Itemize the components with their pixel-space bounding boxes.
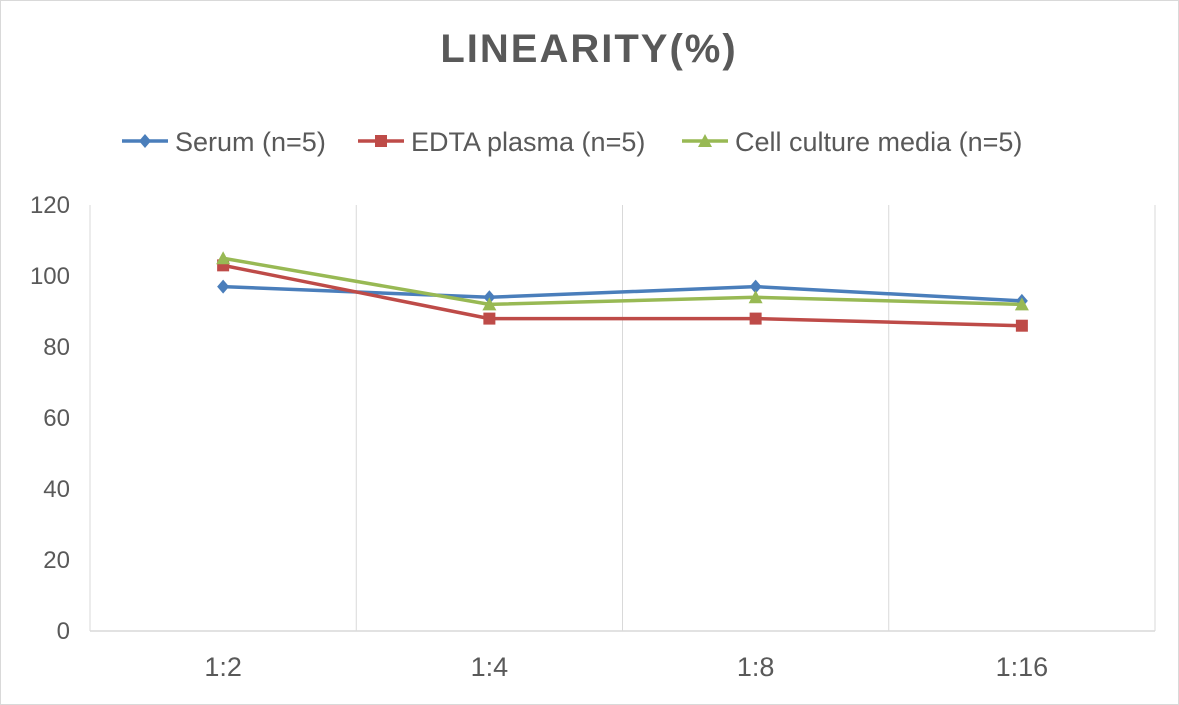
legend-item: Cell culture media (n=5) [682,127,1022,157]
y-tick-label: 80 [43,334,70,361]
square-marker [375,135,387,147]
legend: Serum (n=5) EDTA plasma (n=5) Cell culture… [122,127,1022,157]
legend-label: Serum (n=5) [175,127,326,157]
legend-label: Cell culture media (n=5) [735,127,1022,157]
legend-label: EDTA plasma (n=5) [411,127,645,157]
triangle-marker [698,134,712,147]
x-tick-label: 1:8 [737,652,775,682]
series-group [216,251,1029,332]
triangle-marker [1014,297,1029,311]
legend-item: Serum (n=5) [122,127,326,157]
series-edta [217,259,1028,332]
diamond-marker [749,279,762,294]
square-marker [1015,319,1028,332]
series-line [222,256,1022,307]
series-line [222,263,1022,328]
y-tick-label: 60 [43,405,70,432]
y-tick-label: 20 [43,547,70,574]
y-tick-label: 0 [57,618,70,645]
triangle-marker [216,251,231,265]
x-tick-label: 1:2 [204,652,242,682]
x-tick-label: 1:4 [471,652,509,682]
y-tick-label: 100 [30,263,70,290]
triangle-marker [482,297,497,311]
square-marker [749,312,762,325]
y-tick-label: 120 [30,192,70,219]
axes: 0 20 40 60 80 100 120 1:2 1:4 1:8 1:16 [30,192,1155,682]
grid [89,205,1156,631]
chart-title: LINEARITY(%) [440,27,737,71]
triangle-marker [748,290,763,304]
diamond-marker [139,134,151,148]
diamond-marker [483,290,496,305]
square-marker [483,312,496,325]
legend-item: EDTA plasma (n=5) [358,127,645,157]
y-tick-label: 40 [43,476,70,503]
series-cell [216,251,1029,311]
x-tick-label: 1:16 [996,652,1049,682]
diamond-marker [217,279,230,294]
